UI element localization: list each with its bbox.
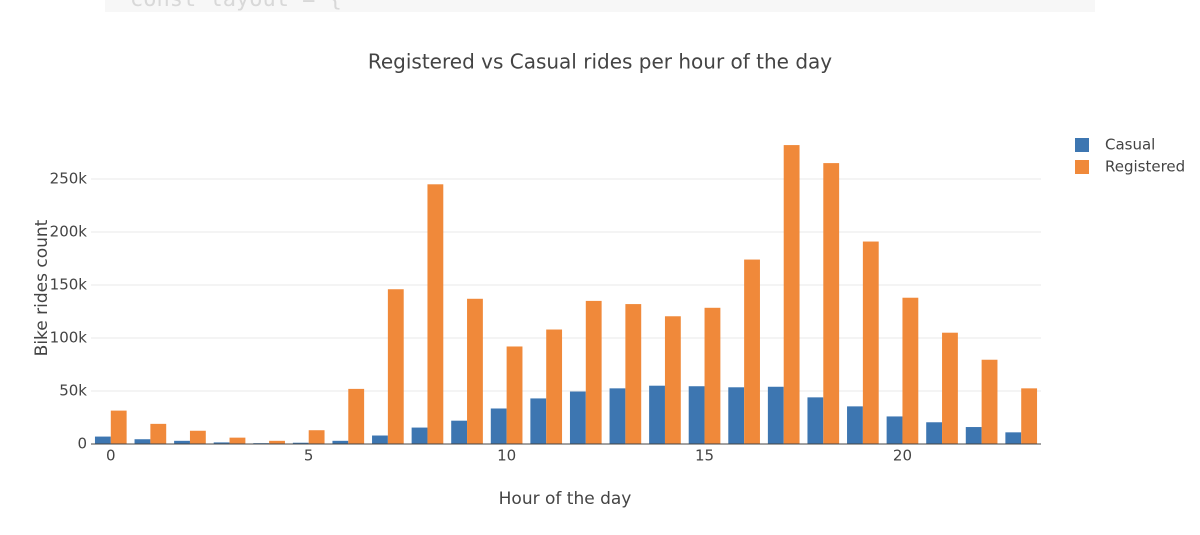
bar [1021, 388, 1038, 444]
bar [926, 422, 943, 444]
bar [110, 410, 127, 444]
bar [1005, 432, 1022, 444]
x-tick-label: 5 [304, 447, 314, 465]
bar [229, 437, 246, 444]
bar [942, 332, 958, 444]
bar [411, 427, 428, 444]
bar [609, 388, 626, 444]
bar [134, 439, 151, 444]
bar [506, 346, 523, 444]
bar [467, 298, 483, 444]
x-axis-title: Hour of the day [499, 489, 632, 509]
bar [427, 184, 444, 445]
bar [387, 289, 404, 444]
bar [847, 406, 863, 444]
bar [807, 397, 824, 444]
bar [783, 145, 800, 444]
x-tick-label: 15 [695, 447, 714, 465]
bar [490, 408, 507, 444]
bar [585, 300, 602, 444]
y-axis-title: Bike rides count [32, 219, 52, 356]
legend-swatch [1075, 160, 1089, 174]
bar [332, 440, 349, 444]
code-strip [105, 0, 1095, 12]
x-tick-label: 0 [106, 447, 116, 465]
chart-title: Registered vs Casual rides per hour of t… [368, 50, 832, 74]
y-tick-label: 250k [50, 170, 88, 188]
bar [150, 423, 167, 444]
bar [767, 386, 784, 444]
bar [823, 163, 840, 444]
bar [902, 297, 919, 444]
x-tick-label: 10 [497, 447, 516, 465]
bar [348, 388, 365, 444]
bar [664, 316, 681, 444]
bar [308, 430, 325, 444]
x-tick-label: 20 [893, 447, 912, 465]
bar [649, 385, 665, 444]
y-tick-label: 200k [50, 223, 88, 241]
bar [94, 436, 111, 444]
bar [174, 440, 190, 444]
y-tick-label: 50k [59, 382, 87, 400]
legend-swatch [1075, 138, 1089, 152]
bar [530, 398, 547, 444]
y-tick-label: 0 [77, 435, 87, 453]
bar [213, 442, 230, 444]
bar [292, 442, 309, 444]
code-snippet: const layout = { [130, 0, 342, 12]
bar [451, 420, 468, 444]
bar [372, 435, 388, 444]
bar [744, 259, 760, 444]
bar [569, 391, 586, 444]
legend-label: Casual [1105, 136, 1155, 154]
bar [728, 387, 745, 444]
y-tick-label: 100k [50, 329, 88, 347]
bar [269, 440, 285, 444]
bar [189, 430, 206, 444]
bar [704, 307, 721, 444]
bar [862, 241, 879, 444]
bar [981, 359, 998, 444]
bar [688, 386, 705, 444]
bar [546, 329, 563, 444]
legend-label: Registered [1105, 158, 1185, 176]
bar [965, 427, 982, 444]
y-tick-label: 150k [50, 276, 88, 294]
bar [625, 304, 642, 444]
bar [886, 416, 903, 444]
